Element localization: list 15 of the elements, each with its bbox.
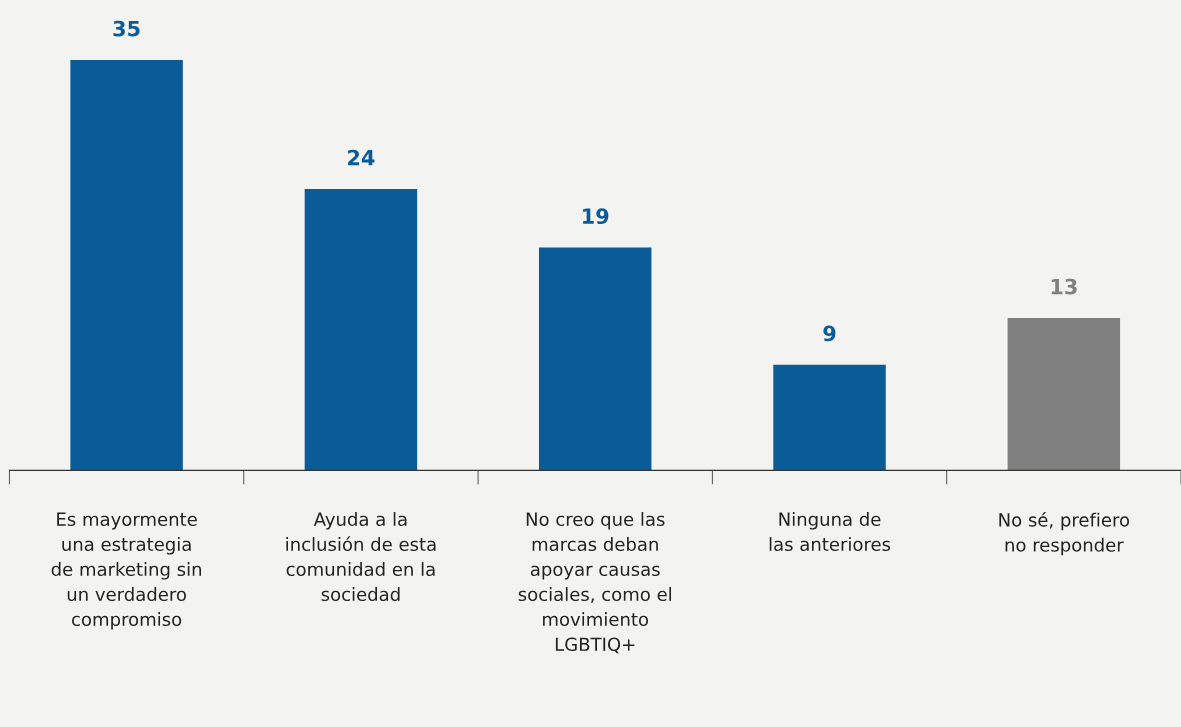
data-label: 9 — [823, 325, 836, 342]
bar — [304, 188, 418, 471]
x-tick-label: Ayuda a la inclusión de esta comunidad en la sociedad — [286, 512, 436, 602]
data-label: 24 — [348, 149, 375, 166]
x-tick-label: No creo que las marcas deban apoyar causas sociales, como el movimiento LGBTIQ+ — [518, 512, 671, 654]
x-tick-label: Es mayormente una estrategia de marketing sin un verdadero compromiso — [51, 512, 202, 630]
x-tick-label: No sé, prefiero no responder — [999, 512, 1130, 556]
data-label: 13 — [1051, 278, 1077, 295]
bar — [1007, 317, 1121, 471]
data-label: 35 — [113, 20, 140, 37]
data-label: 19 — [583, 208, 609, 225]
bar — [773, 364, 886, 471]
x-tick-label: Ninguna de las anteriores — [769, 512, 891, 552]
bar — [538, 247, 652, 471]
bar — [70, 59, 183, 471]
